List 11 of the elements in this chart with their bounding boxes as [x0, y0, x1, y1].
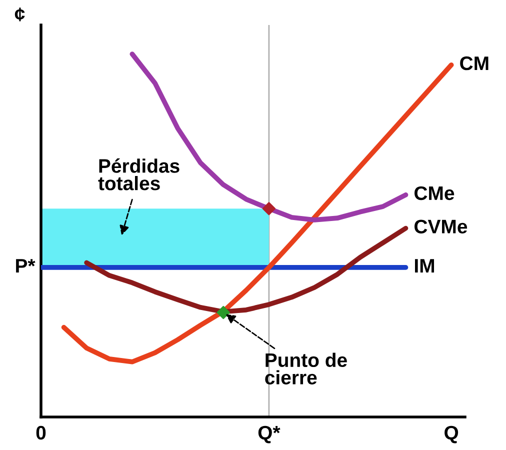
x-tick-label: Q* [258, 426, 280, 444]
annotation: Pérdidas totales [98, 158, 180, 190]
y-axis-title: ¢ [14, 8, 25, 22]
series-label: CM [460, 56, 488, 70]
annotation: Punto de cierre [265, 352, 347, 384]
text: P* [16, 259, 36, 272]
series-label: CVMe [414, 220, 468, 234]
x-tick-label: 0 [36, 426, 46, 440]
series-label: CMe [414, 186, 454, 200]
x-tick-label: Q [444, 426, 458, 444]
series-label: IM [415, 259, 434, 272]
